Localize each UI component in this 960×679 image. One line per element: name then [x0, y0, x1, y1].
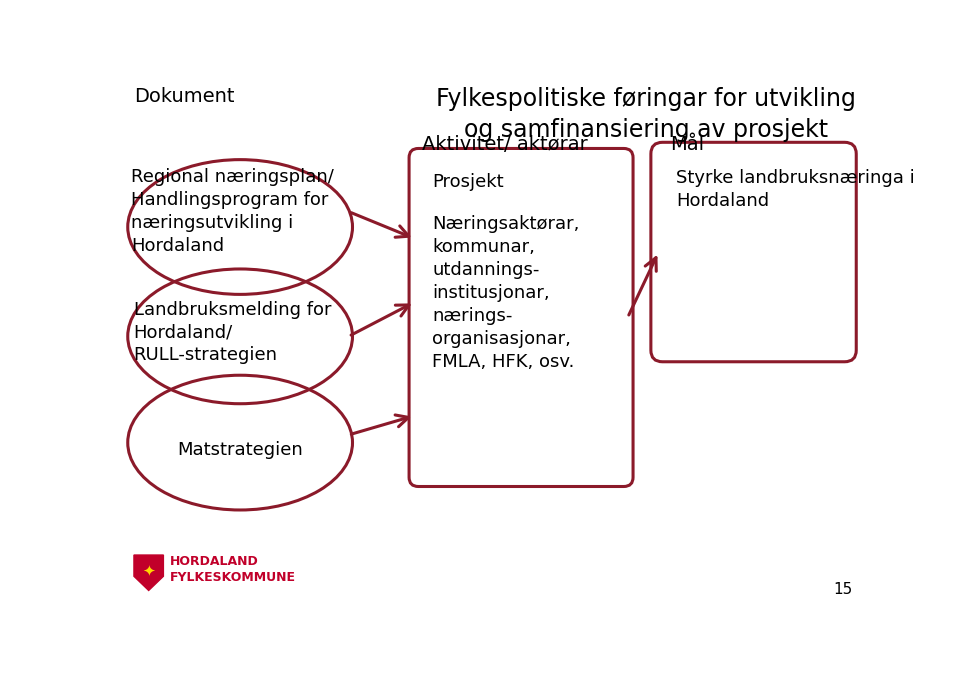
Text: 15: 15: [833, 582, 852, 597]
Text: Matstrategien: Matstrategien: [178, 441, 303, 459]
Text: ✦: ✦: [142, 564, 156, 579]
Text: HORDALAND
FYLKESKOMMUNE: HORDALAND FYLKESKOMMUNE: [170, 555, 296, 584]
Text: Mål: Mål: [670, 134, 705, 153]
Text: Næringsaktørar,
kommunar,
utdannings-
institusjonar,
nærings-
organisasjonar,
FM: Næringsaktørar, kommunar, utdannings- in…: [432, 215, 580, 371]
Text: Aktivitet/ aktørar: Aktivitet/ aktørar: [422, 134, 588, 153]
Text: Regional næringsplan/
Handlingsprogram for
næringsutvikling i
Hordaland: Regional næringsplan/ Handlingsprogram f…: [131, 168, 334, 255]
Text: Fylkespolitiske føringar for utvikling
og samfinansiering av prosjekt: Fylkespolitiske føringar for utvikling o…: [437, 87, 856, 143]
Text: Styrke landbruksnæringa i
Hordaland: Styrke landbruksnæringa i Hordaland: [677, 169, 915, 210]
Text: Prosjekt: Prosjekt: [432, 173, 504, 191]
Text: Landbruksmelding for
Hordaland/
RULL-strategien: Landbruksmelding for Hordaland/ RULL-str…: [133, 301, 331, 365]
PathPatch shape: [134, 555, 163, 591]
Text: Dokument: Dokument: [134, 87, 234, 106]
